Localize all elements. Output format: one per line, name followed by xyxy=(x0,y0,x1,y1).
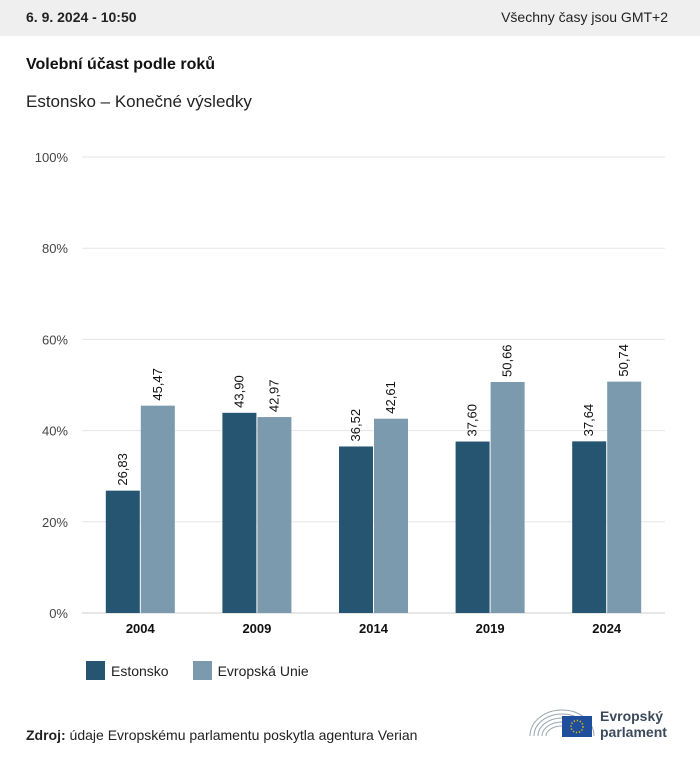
chart-title: Volební účast podle roků xyxy=(26,56,216,73)
timezone-note: Všechny časy jsou GMT+2 xyxy=(501,9,668,25)
timestamp: 6. 9. 2024 - 10:50 xyxy=(26,9,137,25)
data-label: 26,83 xyxy=(115,453,130,486)
bar-chart: 0% 20% 40% 60% 80% 100% 26,83 45,47 2004 43,90 42,… xyxy=(35,150,665,636)
data-label: 42,97 xyxy=(266,380,281,413)
legend-item-eu: Evropská Unie xyxy=(192,661,309,680)
bar xyxy=(222,412,257,613)
x-tick-label: 2019 xyxy=(476,621,505,636)
x-tick-label: 2004 xyxy=(126,621,156,636)
chart-subtitle: Estonsko – Konečné výsledky xyxy=(26,92,252,111)
legend-swatch-eu xyxy=(192,661,212,680)
source-label: Zdroj: xyxy=(26,727,66,743)
bar xyxy=(490,381,525,613)
bar xyxy=(339,446,373,613)
data-label: 50,74 xyxy=(616,344,631,377)
y-tick-label: 20% xyxy=(42,515,68,530)
x-tick-label: 2014 xyxy=(359,621,389,636)
x-tick-label: 2009 xyxy=(242,621,271,636)
y-tick-label: 60% xyxy=(42,332,68,347)
y-tick-label: 40% xyxy=(42,424,68,439)
data-label: 37,60 xyxy=(465,404,480,437)
chart-legend: Estonsko Evropská Unie xyxy=(86,661,333,680)
european-parliament-logo: Evropský parlament xyxy=(528,702,678,742)
bar xyxy=(572,441,607,613)
source-text: údaje Evropskému parlamentu poskytla age… xyxy=(69,727,418,743)
bar xyxy=(257,417,292,613)
top-bar: 6. 9. 2024 - 10:50 Všechny časy jsou GMT… xyxy=(0,0,700,36)
legend-label-eu: Evropská Unie xyxy=(217,662,309,679)
source-note: Zdroj: údaje Evropskému parlamentu posky… xyxy=(26,727,417,743)
legend-label-estonsko: Estonsko xyxy=(111,662,169,679)
legend-swatch-estonsko xyxy=(86,661,105,680)
data-label: 36,52 xyxy=(348,409,363,442)
y-tick-label: 100% xyxy=(35,150,69,165)
logo-text: Evropský parlament xyxy=(600,708,667,740)
bar xyxy=(374,418,408,613)
data-label: 43,90 xyxy=(231,375,246,408)
bar xyxy=(455,441,490,613)
data-label: 42,61 xyxy=(383,381,398,414)
data-label: 50,66 xyxy=(500,344,515,377)
legend-item-estonsko: Estonsko xyxy=(86,661,169,680)
bar xyxy=(105,490,140,613)
bar xyxy=(140,405,175,613)
hemicycle-flag-icon xyxy=(529,709,595,737)
x-tick-label: 2024 xyxy=(592,621,622,636)
y-tick-label: 80% xyxy=(42,241,68,256)
y-tick-label: 0% xyxy=(49,606,68,621)
data-label: 37,64 xyxy=(581,404,596,437)
bar xyxy=(607,381,642,613)
data-label: 45,47 xyxy=(150,368,165,401)
